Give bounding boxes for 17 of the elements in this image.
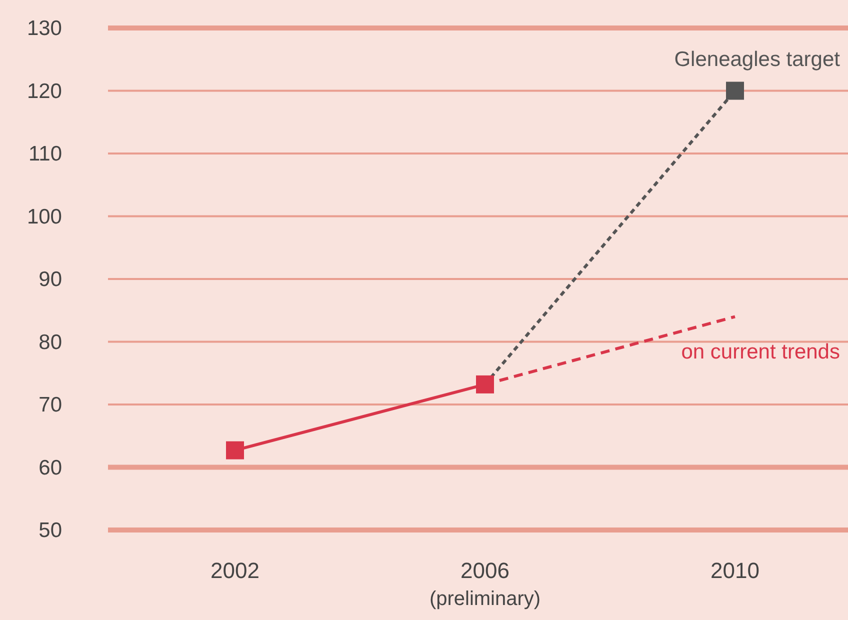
y-tick-label: 120 <box>26 80 62 103</box>
y-tick-label: 110 <box>28 142 62 166</box>
point <box>476 375 494 394</box>
series-label: on current trends <box>681 340 840 364</box>
series-label: Gleneagles target <box>674 48 840 71</box>
y-tick-label: 130 <box>26 17 62 40</box>
x-tick-label: 2002 <box>210 558 260 583</box>
y-tick-label: 80 <box>38 330 62 354</box>
y-tick-label: 90 <box>38 268 62 291</box>
y-tick-label: 70 <box>38 394 62 416</box>
y-tick-label: 100 <box>26 205 62 228</box>
y-tick-label: 50 <box>38 519 62 542</box>
point <box>226 441 244 460</box>
y-tick-label: 60 <box>38 456 62 480</box>
point <box>726 82 744 100</box>
x-tick-label: 2010 <box>710 558 760 583</box>
x-tick-label: 2006 (preliminary) <box>429 558 541 610</box>
